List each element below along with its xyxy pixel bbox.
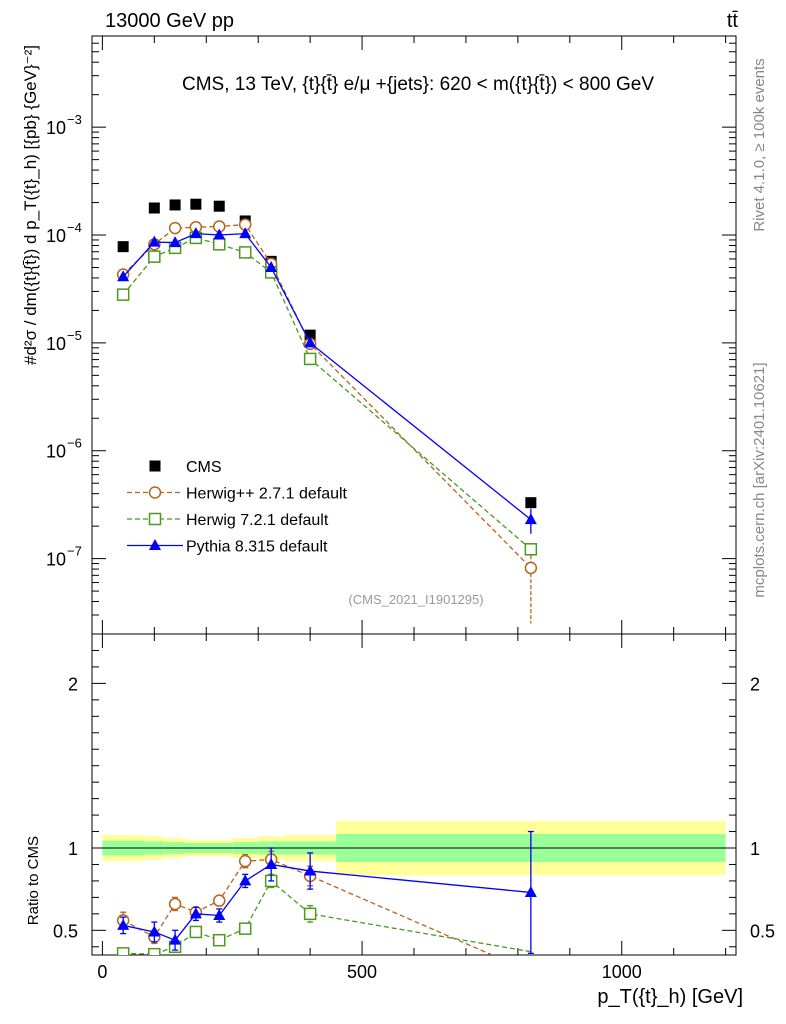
pythia-8-315-default-ratio-point — [524, 885, 537, 897]
pythia-8-315-default-ratio-line — [123, 863, 531, 941]
header-left: 13000 GeV pp — [105, 10, 234, 32]
y-tick-label-exponent: −6 — [67, 436, 82, 451]
herwig-7-2-1-default-ratio-point — [116, 947, 130, 955]
ratio-y-axis-label: Ratio to CMS — [25, 836, 42, 925]
legend-label-cms: CMS — [186, 459, 222, 476]
herwig-2-7-1-default-point — [168, 221, 182, 235]
cms-point — [304, 329, 316, 341]
herwig-2-7-1-default-ratio-point — [238, 854, 252, 868]
y-tick-label-exponent: −7 — [67, 544, 82, 559]
legend-marker-herwig-2-7-1-default — [148, 486, 162, 499]
herwig-7-2-1-default-point — [148, 250, 161, 263]
pythia-8-315-default-point — [169, 236, 182, 248]
y-tick-label-exponent: −3 — [67, 112, 82, 127]
pythia-8-315-default-point — [148, 235, 161, 247]
pythia-8-315-default-point — [239, 227, 252, 239]
pythia-8-315-default-line — [122, 232, 532, 521]
herwig-2-7-1-default-point — [524, 561, 538, 575]
y-tick-label-exponent: −5 — [67, 328, 82, 343]
legend-label-herwig-7-2-1-default: Herwig 7.2.1 default — [186, 512, 329, 529]
main-series-group — [116, 198, 538, 624]
main-y-axis-label: #d²σ / dm({t}{t̄}) d p_T({t}_h) [{pb} {G… — [21, 45, 40, 365]
legend-label-herwig-2-7-1-default: Herwig++ 2.7.1 default — [186, 486, 348, 503]
ratio-y-tick-label-right: 2 — [750, 674, 760, 694]
cms-point — [148, 202, 160, 214]
pythia-8-315-default-ratio-point — [117, 918, 130, 930]
ratio-y-tick-label: 1 — [68, 839, 78, 859]
y-tick-label-exponent: −4 — [67, 220, 82, 235]
herwig-2-7-1-default-ratio-point — [212, 894, 226, 907]
pythia-8-315-default-ratio-point — [169, 933, 182, 945]
herwig-7-2-1-default-line — [122, 237, 532, 550]
herwig-7-2-1-default-ratio-point — [238, 922, 252, 935]
cms-point — [169, 199, 181, 211]
herwig-7-2-1-default-ratio-point — [189, 925, 203, 939]
header-right: tt̄ — [727, 10, 739, 32]
y-tick-label: 10 — [46, 226, 66, 246]
y-tick-label: 10 — [46, 334, 66, 354]
pythia-8-315-default-ratio-point — [148, 925, 161, 937]
pythia-8-315-default-point — [189, 227, 202, 239]
pythia-8-315-default-point — [265, 260, 278, 272]
mcplots-label: mcplots.cern.ch [arXiv:2401.10621] — [751, 362, 768, 597]
ratio-y-tick-label: 2 — [68, 674, 78, 694]
y-tick-label: 10 — [46, 550, 66, 570]
analysis-watermark: (CMS_2021_I1901295) — [348, 592, 483, 607]
pythia-8-315-default-ratio-point — [239, 874, 252, 886]
x-tick-label: 0 — [97, 962, 107, 982]
herwig-7-2-1-default-point — [238, 246, 252, 259]
herwig-7-2-1-default-ratio-point — [212, 933, 226, 947]
ratio-series-group — [116, 830, 537, 955]
y-tick-label: 10 — [46, 442, 66, 462]
legend-marker-pythia-8-315-default — [149, 539, 161, 550]
pythia-8-315-default-point — [304, 336, 317, 348]
cms-point — [213, 200, 225, 212]
x-tick-label: 500 — [347, 962, 377, 982]
herwig-7-2-1-default-point — [116, 288, 130, 301]
herwig-7-2-1-default-point — [303, 352, 317, 366]
legend-marker-cms — [149, 460, 161, 472]
ratio-frame — [91, 633, 737, 956]
rivet-label: Rivet 4.1.0, ≥ 100k events — [751, 58, 768, 231]
ratio-y-tick-label-right: 1 — [750, 839, 760, 859]
cms-point — [117, 241, 129, 253]
pythia-8-315-default-ratio-point — [189, 907, 202, 919]
pythia-8-315-default-point — [117, 270, 130, 282]
herwig-7-2-1-default-ratio-point — [148, 947, 161, 955]
pythia-8-315-default-point — [524, 513, 537, 525]
x-axis-label: p_T({t}_h) [GeV] — [597, 986, 743, 1008]
legend-label-pythia-8-315-default: Pythia 8.315 default — [186, 539, 328, 556]
pythia-8-315-default-ratio-point — [304, 864, 317, 876]
cms-point — [190, 198, 202, 210]
herwig-7-2-1-default-point — [524, 543, 538, 556]
herwig-2-7-1-default-ratio-point — [168, 897, 182, 911]
x-tick-label: 1000 — [602, 962, 642, 982]
y-tick-label: 10 — [46, 118, 66, 138]
herwig-7-2-1-default-point — [212, 238, 226, 251]
pythia-8-315-default-ratio-point — [265, 857, 278, 869]
ratio-y-tick-label: 0.5 — [53, 921, 78, 941]
pythia-8-315-default-point — [213, 228, 226, 240]
pythia-8-315-default-ratio-point — [213, 908, 226, 920]
herwig-7-2-1-default-ratio-point — [303, 907, 317, 921]
cms-point — [525, 497, 537, 509]
ratio-y-tick-label-right: 0.5 — [750, 921, 775, 941]
herwig-7-2-1-default-ratio-line — [123, 879, 531, 955]
main-plot-title: CMS, 13 TeV, {t}{t̄} e/μ +{jets}: 620 < … — [182, 74, 654, 95]
legend-marker-herwig-7-2-1-default — [148, 512, 162, 526]
ratio-plot-panel: 0 500 1000 0.5 0.5 1 1 2 2 — [53, 633, 775, 982]
